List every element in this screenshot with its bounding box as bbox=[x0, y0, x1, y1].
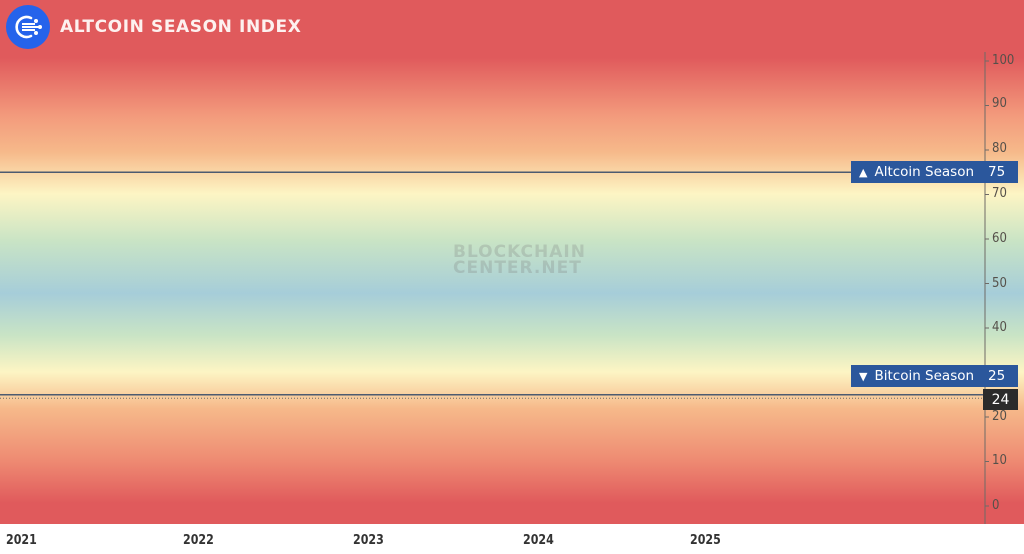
y-tick-60: 60 bbox=[992, 231, 1007, 246]
watermark: BLOCKCHAIN CENTER.NET bbox=[453, 242, 586, 278]
y-tick-0: 0 bbox=[992, 498, 1000, 513]
y-tick-90: 90 bbox=[992, 96, 1007, 111]
chart-title: ALTCOIN SEASON INDEX bbox=[60, 17, 302, 37]
y-tick-100: 100 bbox=[992, 53, 1015, 68]
bitcoin-season-text: Bitcoin Season bbox=[874, 368, 975, 384]
x-tick-2023: 2023 bbox=[353, 533, 384, 548]
x-tick-2024: 2024 bbox=[523, 533, 554, 548]
watermark-line-1: BLOCKCHAIN bbox=[453, 242, 586, 262]
x-tick-2021: 2021 bbox=[6, 533, 37, 548]
current-value-label: 24 bbox=[983, 389, 1018, 410]
y-tick-20: 20 bbox=[992, 409, 1007, 424]
altcoin-season-text: Altcoin Season bbox=[874, 164, 975, 180]
gradient-background bbox=[0, 0, 1024, 524]
watermark-line-2: CENTER.NET bbox=[453, 258, 582, 278]
y-tick-70: 70 bbox=[992, 186, 1007, 201]
triangle-down-icon: ▼ bbox=[859, 369, 868, 383]
y-tick-80: 80 bbox=[992, 141, 1007, 156]
bitcoin-season-value: 25 bbox=[988, 368, 1006, 384]
y-tick-40: 40 bbox=[992, 320, 1007, 335]
x-tick-2025: 2025 bbox=[690, 533, 721, 548]
bitcoin-season-label: ▼ Bitcoin Season 25 bbox=[851, 365, 1018, 387]
blockchaincenter-logo-icon bbox=[6, 5, 50, 49]
y-tick-10: 10 bbox=[992, 453, 1007, 468]
altcoin-season-label: ▲ Altcoin Season 75 bbox=[851, 161, 1018, 183]
chart-header: ALTCOIN SEASON INDEX bbox=[6, 5, 302, 49]
y-tick-50: 50 bbox=[992, 276, 1007, 291]
triangle-up-icon: ▲ bbox=[859, 165, 868, 179]
altcoin-season-value: 75 bbox=[988, 164, 1006, 180]
x-tick-2022: 2022 bbox=[183, 533, 214, 548]
